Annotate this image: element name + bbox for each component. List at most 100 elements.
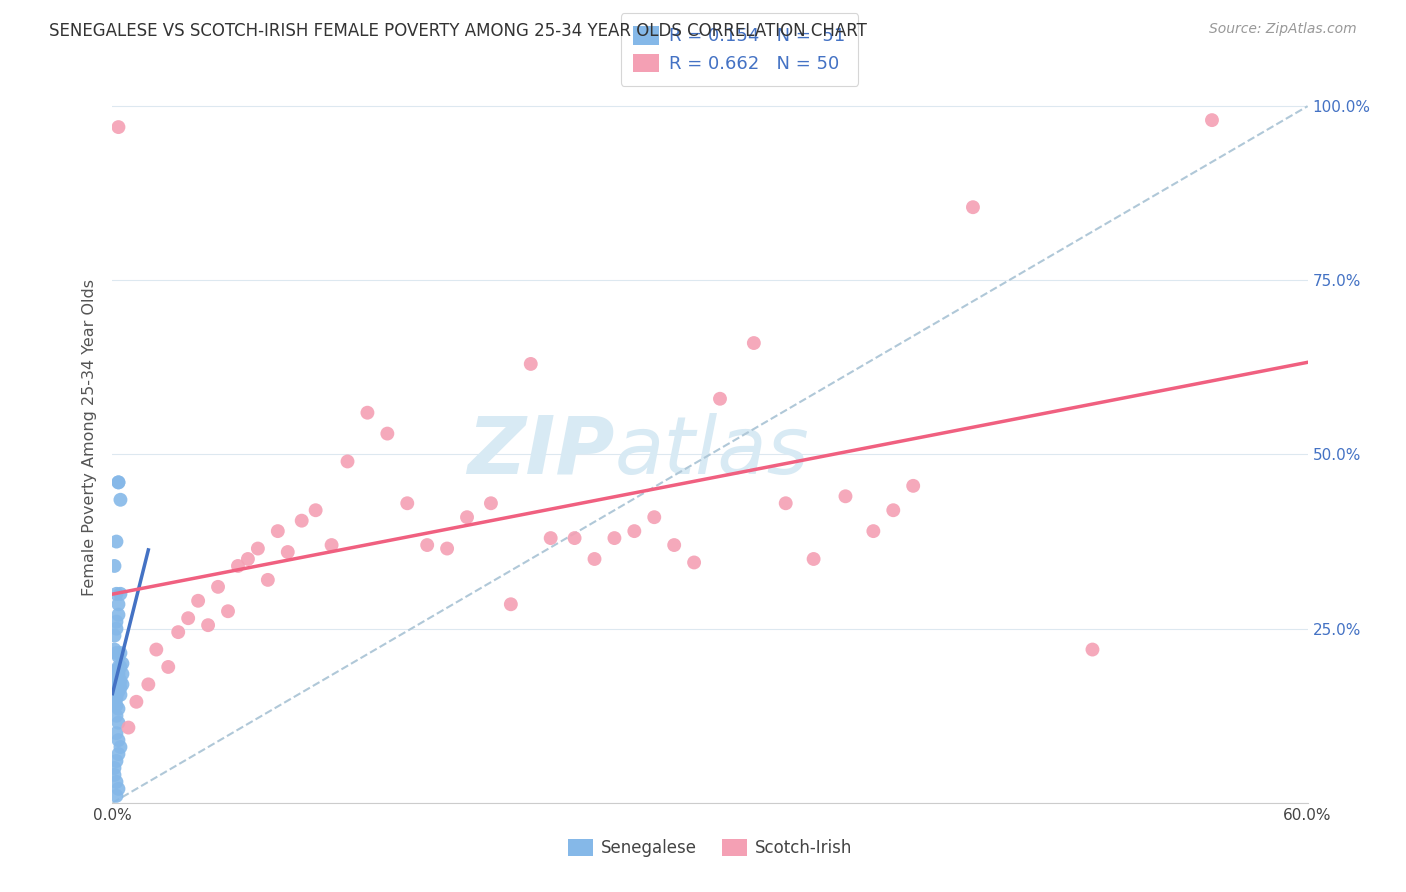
- Point: [111, 677, 134, 691]
- Point: [499, 597, 522, 611]
- Point: [257, 573, 280, 587]
- Point: [1081, 642, 1104, 657]
- Point: [107, 681, 129, 695]
- Y-axis label: Female Poverty Among 25-34 Year Olds: Female Poverty Among 25-34 Year Olds: [82, 278, 97, 596]
- Legend: Senegalese, Scotch-Irish: Senegalese, Scotch-Irish: [561, 832, 859, 864]
- Point: [103, 761, 125, 775]
- Point: [643, 510, 665, 524]
- Point: [105, 688, 128, 702]
- Point: [456, 510, 478, 524]
- Point: [105, 646, 128, 660]
- Point: [107, 607, 129, 622]
- Point: [167, 625, 190, 640]
- Point: [197, 618, 219, 632]
- Point: [603, 531, 626, 545]
- Point: [1201, 113, 1223, 128]
- Point: [105, 534, 128, 549]
- Point: [103, 673, 125, 688]
- Point: [107, 670, 129, 684]
- Point: [187, 594, 209, 608]
- Point: [742, 336, 765, 351]
- Point: [803, 552, 825, 566]
- Point: [105, 708, 128, 723]
- Point: [520, 357, 543, 371]
- Point: [862, 524, 884, 538]
- Point: [110, 673, 132, 688]
- Point: [145, 642, 167, 657]
- Point: [246, 541, 269, 556]
- Point: [305, 503, 328, 517]
- Point: [540, 531, 562, 545]
- Point: [107, 781, 129, 796]
- Text: ZIP: ZIP: [467, 413, 614, 491]
- Point: [709, 392, 731, 406]
- Text: SENEGALESE VS SCOTCH-IRISH FEMALE POVERTY AMONG 25-34 YEAR OLDS CORRELATION CHAR: SENEGALESE VS SCOTCH-IRISH FEMALE POVERT…: [49, 22, 868, 40]
- Point: [583, 552, 606, 566]
- Point: [834, 489, 856, 503]
- Point: [107, 747, 129, 761]
- Point: [105, 775, 128, 789]
- Point: [683, 556, 706, 570]
- Point: [107, 120, 129, 134]
- Point: [564, 531, 586, 545]
- Point: [105, 622, 128, 636]
- Point: [105, 615, 128, 629]
- Point: [107, 597, 129, 611]
- Point: [377, 426, 399, 441]
- Point: [117, 721, 139, 735]
- Point: [775, 496, 797, 510]
- Point: [105, 667, 128, 681]
- Point: [664, 538, 686, 552]
- Point: [882, 503, 904, 517]
- Point: [103, 768, 125, 782]
- Point: [107, 667, 129, 681]
- Point: [107, 702, 129, 716]
- Point: [103, 642, 125, 657]
- Point: [110, 688, 132, 702]
- Point: [138, 677, 160, 691]
- Point: [226, 558, 249, 573]
- Point: [107, 649, 129, 664]
- Text: Source: ZipAtlas.com: Source: ZipAtlas.com: [1209, 22, 1357, 37]
- Point: [110, 492, 132, 507]
- Point: [107, 733, 129, 747]
- Point: [105, 587, 128, 601]
- Point: [105, 664, 128, 678]
- Point: [291, 514, 314, 528]
- Point: [107, 677, 129, 691]
- Point: [267, 524, 290, 538]
- Point: [103, 695, 125, 709]
- Point: [110, 660, 132, 674]
- Point: [110, 646, 132, 660]
- Point: [105, 691, 128, 706]
- Point: [105, 726, 128, 740]
- Point: [105, 789, 128, 803]
- Point: [277, 545, 299, 559]
- Point: [416, 538, 439, 552]
- Point: [396, 496, 419, 510]
- Point: [105, 664, 128, 678]
- Point: [107, 684, 129, 698]
- Point: [107, 660, 129, 674]
- Point: [103, 558, 125, 573]
- Point: [107, 673, 129, 688]
- Point: [207, 580, 229, 594]
- Point: [107, 715, 129, 730]
- Point: [110, 587, 132, 601]
- Point: [103, 629, 125, 643]
- Point: [336, 454, 359, 468]
- Point: [111, 667, 134, 681]
- Point: [111, 657, 134, 671]
- Point: [356, 406, 378, 420]
- Point: [436, 541, 458, 556]
- Point: [236, 552, 259, 566]
- Point: [107, 475, 129, 490]
- Point: [110, 740, 132, 755]
- Point: [105, 698, 128, 713]
- Point: [177, 611, 200, 625]
- Point: [105, 754, 128, 768]
- Point: [903, 479, 925, 493]
- Point: [107, 475, 129, 490]
- Point: [157, 660, 180, 674]
- Point: [217, 604, 239, 618]
